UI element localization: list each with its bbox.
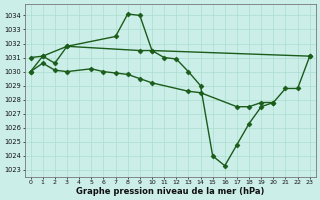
X-axis label: Graphe pression niveau de la mer (hPa): Graphe pression niveau de la mer (hPa): [76, 187, 264, 196]
